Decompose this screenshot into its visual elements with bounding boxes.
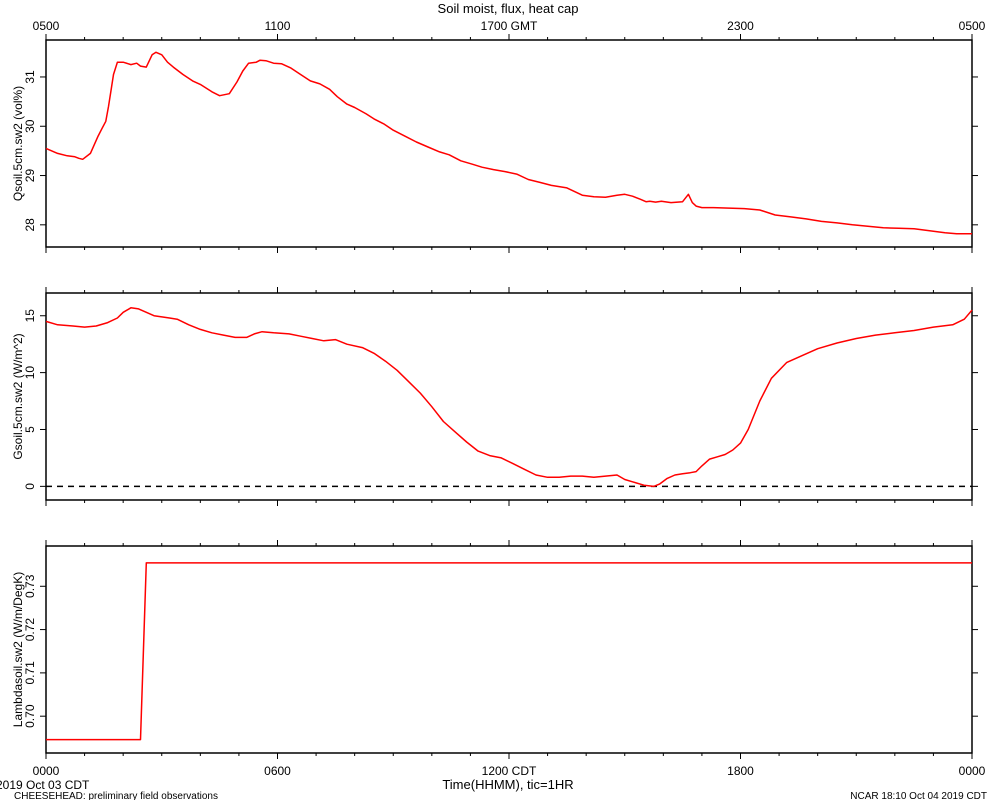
- panel-2: 0 5 10 15 Gsoil.5cm.sw2 (W/m^2): [11, 287, 978, 506]
- y-tick-label: 28: [23, 218, 37, 232]
- bottom-tick-label: 0600: [264, 764, 291, 778]
- y-tick-label: 5: [23, 426, 37, 433]
- top-axis-ticks: 0500 1100 1700 GMT 2300 0500: [33, 19, 986, 33]
- top-tick-label: 1100: [265, 19, 291, 33]
- chart-panels: 28 29 30 31 Qsoil.5cm.sw2 (vol%) 0 5 10 15 Gsoil.…: [11, 34, 978, 759]
- bottom-tick-label: 1800: [727, 764, 754, 778]
- footer-project: CHEESEHEAD: preliminary field observatio…: [14, 791, 218, 800]
- y-tick-label: 0.72: [23, 618, 37, 642]
- y-tick-label: 15: [23, 309, 37, 323]
- y-tick-label: 0.73: [23, 574, 37, 598]
- chart-title: Soil moist, flux, heat cap: [438, 1, 579, 16]
- y-tick-label: 0.70: [23, 704, 37, 728]
- bottom-tick-label: 1200 CDT: [482, 764, 537, 778]
- y-tick-label: 0: [23, 483, 37, 490]
- panel-frame: [45, 292, 973, 501]
- top-tick-label: 1700 GMT: [481, 19, 538, 33]
- y-tick-label: 0.71: [23, 661, 37, 685]
- top-tick-label: 0500: [33, 19, 60, 33]
- bottom-tick-label: 0000: [33, 764, 60, 778]
- bottom-tick-label: 0000: [959, 764, 986, 778]
- series-line: [46, 562, 972, 741]
- y-tick-label: 10: [23, 366, 37, 380]
- panel-1: 28 29 30 31 Qsoil.5cm.sw2 (vol%): [11, 34, 978, 253]
- y-axis-title: Lambdasoil.sw2 (W/m/DegK): [11, 572, 25, 727]
- top-tick-label: 2300: [727, 19, 754, 33]
- y-tick-label: 30: [23, 119, 37, 133]
- panel-frame: [45, 545, 973, 754]
- series-line: [45, 51, 972, 235]
- footer-stamp: NCAR 18:10 Oct 04 2019 CDT: [850, 791, 987, 800]
- top-tick-label: 0500: [959, 19, 986, 33]
- y-axis-title: Gsoil.5cm.sw2 (W/m^2): [11, 333, 25, 459]
- bottom-axis-ticks: 0000 0600 1200 CDT 1800 0000: [33, 764, 986, 778]
- y-tick-label: 31: [23, 70, 37, 84]
- footer-start-date: 2019 Oct 03 CDT: [0, 778, 90, 792]
- y-tick-label: 29: [23, 169, 37, 183]
- panel-frame: [45, 39, 973, 248]
- series-line: [45, 307, 973, 488]
- x-axis-title: Time(HHMM), tic=1HR: [442, 777, 573, 792]
- y-axis-title: Qsoil.5cm.sw2 (vol%): [11, 86, 25, 201]
